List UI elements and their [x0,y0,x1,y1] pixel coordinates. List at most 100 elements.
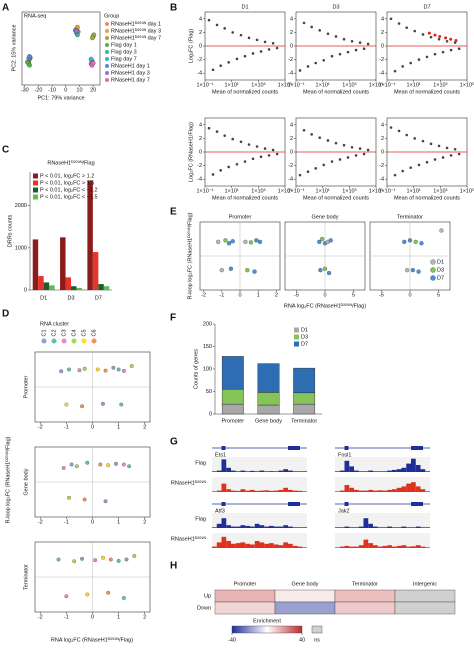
column-label: Intergenic [413,581,437,587]
signal [297,527,303,528]
signal [297,490,303,492]
point [235,57,239,61]
legend-swatch [91,338,97,344]
x-tick-label: 1×10⁵ [278,81,293,88]
column-label: Promoter [234,581,257,587]
y-tick-label: 2 [381,30,384,36]
point [85,460,90,465]
panel-label: C [2,145,9,156]
signal [273,544,279,548]
colorbar-tick-label: -40 [228,637,236,643]
y-tick-label: -2 [379,57,384,63]
x-tick-label: 0 [91,424,94,430]
legend-swatch [430,259,436,265]
point [247,36,251,40]
point [27,54,32,59]
y-tick-label: -2 [197,163,202,169]
bar-segment [293,403,316,415]
point [106,463,111,468]
signal [302,471,307,472]
signal [344,545,350,548]
legend-label: RNaseH1ᴰ²⁰⁹ᴺ day 1 [111,20,161,27]
point [439,228,444,233]
bar-segment [293,367,316,394]
sig-point [454,39,458,43]
signal [245,525,250,528]
signal [335,547,340,548]
panel-name: Gene body [312,214,339,220]
point [111,365,116,370]
x-tick-label: 1×10⁵ [278,187,293,194]
signal [226,541,231,548]
signal [415,526,421,528]
signal [392,489,397,492]
bar [49,285,55,290]
point [80,556,84,561]
signal [292,490,298,492]
point [326,270,332,276]
row-label: RNaseH1ᴰ²⁰⁹ᴺ [171,479,207,486]
signal [254,471,260,472]
signal [354,470,359,472]
row-label: Flag [195,460,206,466]
point [326,32,330,36]
signal [396,545,402,548]
point [251,157,255,161]
signal [387,526,392,528]
x-tick-label: 1 [117,519,120,525]
signal [396,487,402,492]
x-tick-label: 1×10⁵ [460,187,474,194]
signal [273,471,279,472]
legend-label: C5 [81,329,87,336]
bar [60,237,66,290]
panel-label: E [170,207,177,218]
signal [288,470,293,472]
signal [425,471,430,472]
point [121,462,126,467]
point [401,65,404,68]
y-tick-label: 0 [290,149,293,155]
signal [283,469,288,472]
point [119,402,124,407]
x-tick-label: 1×10³ [433,82,447,88]
x-tick-label: -2 [201,292,206,298]
point [56,557,61,562]
point [342,37,346,41]
signal [231,526,236,528]
point [298,173,302,177]
point [223,27,226,30]
signal [240,489,246,492]
point [318,29,322,32]
signal [226,489,231,492]
plot-title: RNA-seq [24,13,46,19]
y-tick-label: 2 [290,136,293,142]
exon [411,502,423,506]
plot-title: RNaseH1ᴰ²⁰⁹ᴺ/Flag [47,159,94,166]
point [275,152,279,156]
panel-name: Gene body [23,468,29,495]
point [257,239,263,244]
bar-segment [221,389,244,405]
signal [250,489,255,492]
row-label: RNaseH1ᴰ²⁰⁹ᴺ [171,535,207,542]
point [410,268,415,273]
signal [396,527,402,528]
exon [288,502,300,506]
point [255,145,259,148]
signal [292,545,298,548]
point [230,239,235,244]
legend-swatch [61,338,67,344]
y-tick-label: 2000 [15,203,27,209]
signal [392,469,397,472]
legend-label: C1 [41,329,47,336]
point [441,50,445,54]
point [354,154,358,157]
signal [420,546,426,548]
signal [358,471,364,472]
point [449,48,453,52]
point [243,54,247,58]
legend-label: D7 [437,275,444,281]
point [330,54,334,58]
signal [377,527,383,528]
x-tick-label: 1×10³ [251,82,265,88]
